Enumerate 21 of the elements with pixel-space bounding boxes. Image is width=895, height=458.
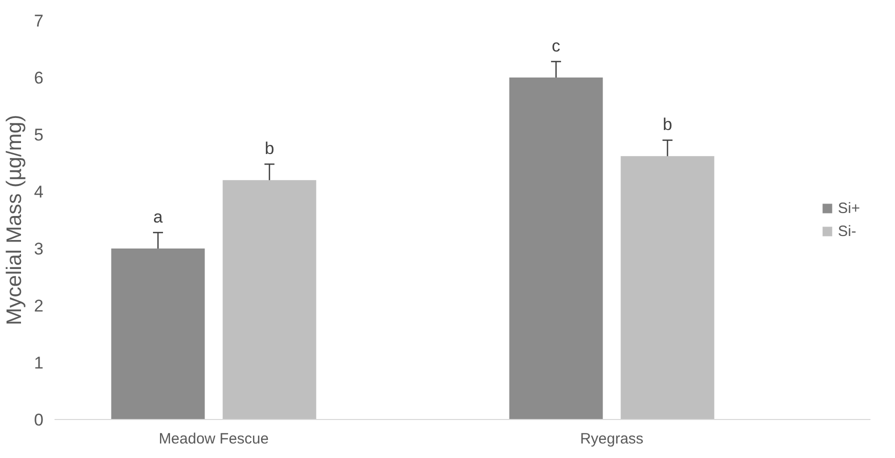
bar: [222, 180, 316, 420]
x-tick-label: Ryegrass: [580, 430, 644, 448]
bar: [620, 156, 714, 420]
bar: [111, 248, 205, 420]
y-tick-label: 6: [34, 68, 44, 88]
annotation: b: [264, 139, 274, 158]
bar: [509, 78, 603, 420]
y-tick-label: 5: [34, 126, 44, 144]
y-tick-label: 4: [34, 182, 44, 202]
y-tick-label: 2: [34, 296, 44, 316]
legend-label: Si-: [838, 222, 858, 240]
y-tick-label: 3: [34, 240, 44, 258]
y-tick-label: 0: [34, 410, 44, 430]
annotation: b: [662, 115, 672, 134]
y-tick-label: 7: [34, 12, 44, 30]
annotation: c: [552, 36, 561, 56]
legend-label: Si+: [838, 200, 860, 216]
y-tick-label: 1: [34, 354, 44, 372]
y-axis-title: Mycelial Mass (µg/mg): [3, 114, 26, 326]
annotation: a: [153, 208, 164, 227]
x-tick-label: Meadow Fescue: [158, 430, 269, 448]
